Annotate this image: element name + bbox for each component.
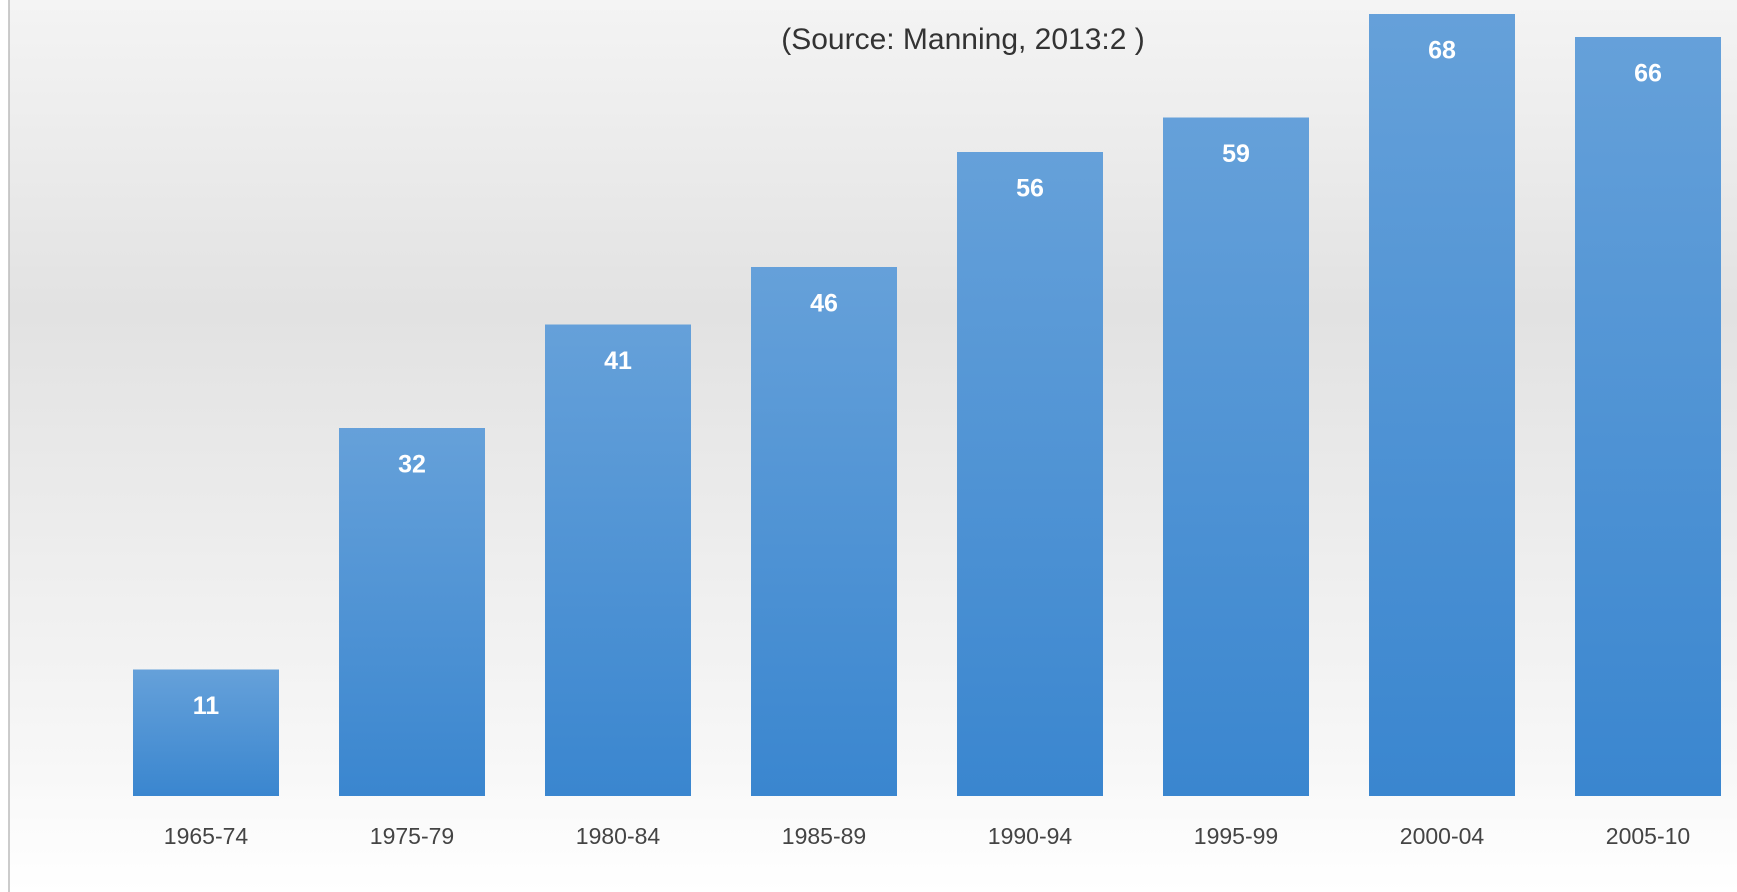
x-tick-label: 2005-10 (1606, 823, 1690, 849)
chart-subtitle: (Source: Manning, 2013:2 ) (781, 23, 1145, 56)
value-label: 41 (604, 347, 632, 375)
x-tick-label: 1990-94 (988, 823, 1073, 849)
x-tick-label: 2000-04 (1400, 823, 1485, 849)
bar (1575, 37, 1721, 796)
bar (957, 152, 1103, 796)
value-label: 32 (398, 451, 426, 479)
bar (545, 324, 691, 796)
x-tick-label: 1980-84 (576, 823, 661, 849)
x-tick-label: 1995-99 (1194, 823, 1278, 849)
value-label: 66 (1634, 60, 1662, 88)
x-tick-label: 1985-89 (782, 823, 866, 849)
x-tick-label: 1975-79 (370, 823, 454, 849)
bar (1369, 14, 1515, 796)
value-label: 46 (810, 290, 838, 318)
value-label: 56 (1016, 175, 1044, 203)
bar (133, 669, 279, 796)
value-label: 68 (1428, 37, 1456, 65)
bar (751, 267, 897, 796)
value-label: 59 (1222, 140, 1250, 168)
bar (1163, 117, 1309, 796)
value-label: 11 (193, 692, 220, 720)
x-tick-label: 1965-74 (164, 823, 249, 849)
bar (339, 428, 485, 796)
